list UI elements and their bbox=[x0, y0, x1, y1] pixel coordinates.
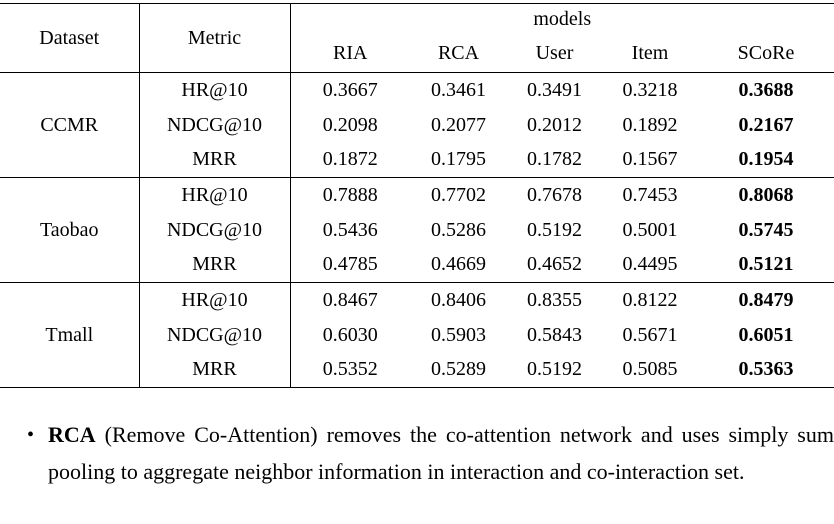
dataset-cell: CCMR bbox=[0, 72, 140, 178]
value-cell-best: 0.1954 bbox=[698, 142, 834, 178]
value-cell: 0.6030 bbox=[322, 323, 378, 346]
value-cell: 0.7453 bbox=[622, 183, 678, 206]
value-cell: 0.1892 bbox=[622, 113, 678, 136]
value-cell: 0.5192 bbox=[527, 218, 582, 241]
value-cell: 0.7702 bbox=[431, 183, 486, 206]
value-cell: 0.3667 bbox=[322, 78, 378, 101]
value-cell: 0.5085 bbox=[602, 352, 698, 388]
value-cell: 0.5289 bbox=[410, 352, 507, 388]
value-cell: 0.3461 bbox=[431, 78, 486, 101]
results-table: Dataset Metric models RIA RCA User Item … bbox=[0, 3, 834, 388]
value-cell-best: 0.8479 bbox=[738, 288, 794, 311]
value-cell: 0.3491 bbox=[527, 78, 582, 101]
col-header-user: User bbox=[507, 35, 602, 73]
value-cell: 0.8122 bbox=[622, 288, 678, 311]
value-cell: 0.2077 bbox=[431, 113, 486, 136]
col-header-item: Item bbox=[602, 35, 698, 73]
col-header-ria: RIA bbox=[290, 35, 410, 73]
value-cell-best: 0.5745 bbox=[738, 218, 794, 241]
metric-cell: MRR bbox=[139, 247, 291, 283]
note-text: RCA (Remove Co-Attention) removes the co… bbox=[48, 417, 834, 490]
note-term: RCA bbox=[48, 422, 96, 447]
metric-cell: HR@10 bbox=[139, 72, 291, 108]
metric-cell: NDCG@10 bbox=[139, 107, 291, 143]
value-cell: 0.5843 bbox=[527, 323, 582, 346]
value-cell-best: 0.3688 bbox=[738, 78, 794, 101]
col-header-metric: Metric bbox=[139, 3, 291, 73]
note-body: (Remove Co-Attention) removes the co-att… bbox=[48, 422, 834, 484]
value-cell: 0.1567 bbox=[602, 142, 698, 178]
value-cell-best: 0.5121 bbox=[698, 247, 834, 283]
value-cell: 0.4669 bbox=[410, 247, 507, 283]
metric-cell: NDCG@10 bbox=[139, 212, 291, 248]
value-cell: 0.7888 bbox=[322, 183, 378, 206]
col-header-rca: RCA bbox=[410, 35, 507, 73]
value-cell: 0.5192 bbox=[507, 352, 602, 388]
value-cell: 0.5352 bbox=[290, 352, 410, 388]
value-cell: 0.5286 bbox=[431, 218, 486, 241]
value-cell: 0.5001 bbox=[622, 218, 678, 241]
value-cell: 0.5436 bbox=[322, 218, 378, 241]
value-cell-best: 0.8068 bbox=[738, 183, 794, 206]
value-cell-best: 0.6051 bbox=[738, 323, 794, 346]
metric-cell: NDCG@10 bbox=[139, 317, 291, 353]
value-cell: 0.2098 bbox=[322, 113, 378, 136]
dataset-cell: Tmall bbox=[0, 282, 140, 388]
value-cell: 0.5903 bbox=[431, 323, 486, 346]
dataset-cell: Taobao bbox=[0, 177, 140, 283]
value-cell: 0.7678 bbox=[527, 183, 582, 206]
value-cell: 0.3218 bbox=[622, 78, 678, 101]
metric-cell: HR@10 bbox=[139, 282, 291, 318]
value-cell: 0.8355 bbox=[527, 288, 582, 311]
metric-cell: MRR bbox=[139, 142, 291, 178]
col-header-score: SCoRe bbox=[698, 35, 834, 73]
bullet-note: • RCA (Remove Co-Attention) removes the … bbox=[27, 417, 834, 490]
value-cell: 0.8406 bbox=[431, 288, 486, 311]
value-cell: 0.5671 bbox=[622, 323, 678, 346]
metric-cell: HR@10 bbox=[139, 177, 291, 213]
col-header-dataset: Dataset bbox=[0, 3, 140, 73]
value-cell: 0.1872 bbox=[290, 142, 410, 178]
value-cell: 0.4495 bbox=[602, 247, 698, 283]
value-cell: 0.4785 bbox=[290, 247, 410, 283]
value-cell: 0.4652 bbox=[507, 247, 602, 283]
value-cell-best: 0.5363 bbox=[698, 352, 834, 388]
value-cell: 0.1782 bbox=[507, 142, 602, 178]
col-group-header-models: models bbox=[533, 8, 592, 31]
value-cell: 0.1795 bbox=[410, 142, 507, 178]
bullet-icon: • bbox=[27, 424, 35, 446]
metric-cell: MRR bbox=[139, 352, 291, 388]
value-cell: 0.8467 bbox=[322, 288, 378, 311]
value-cell: 0.2012 bbox=[527, 113, 582, 136]
value-cell-best: 0.2167 bbox=[738, 113, 794, 136]
